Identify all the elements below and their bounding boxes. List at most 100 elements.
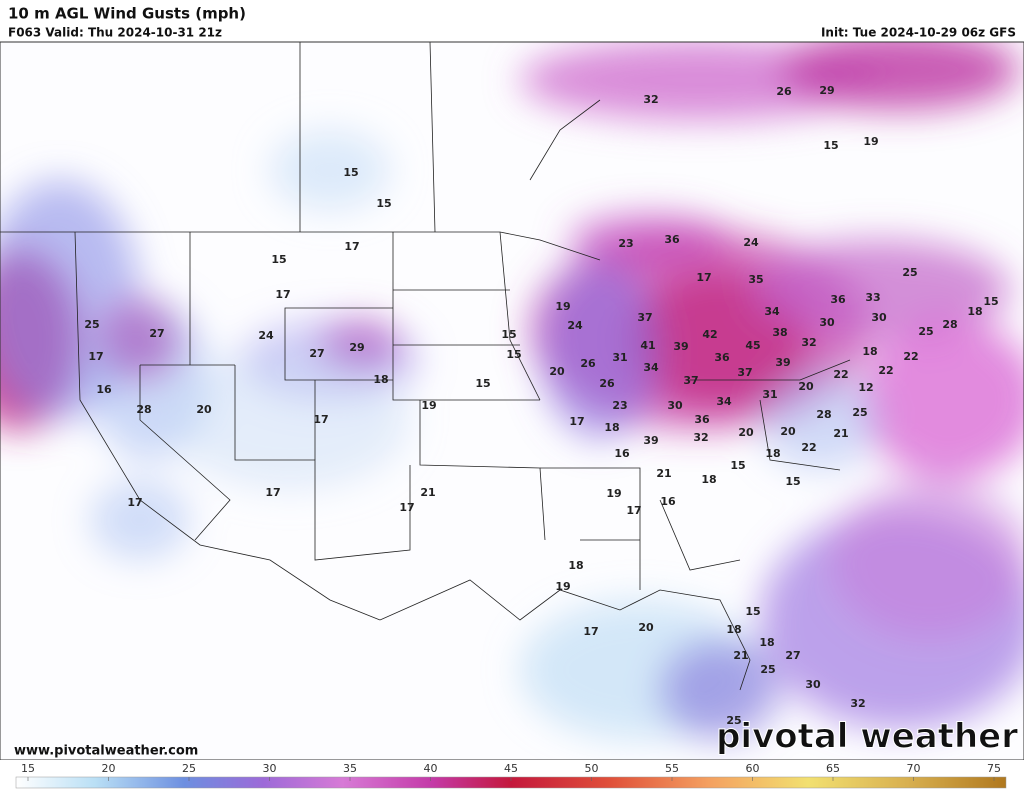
gust-label: 31 xyxy=(612,351,627,364)
gust-label: 19 xyxy=(555,300,570,313)
gust-label: 20 xyxy=(798,380,814,393)
colorbar-tick-label: 35 xyxy=(343,762,357,775)
colorbar-tick-label: 15 xyxy=(21,762,35,775)
gust-area xyxy=(90,480,190,560)
gust-label: 36 xyxy=(694,413,710,426)
gust-label: 36 xyxy=(830,293,846,306)
gust-label: 19 xyxy=(555,580,570,593)
gust-label: 25 xyxy=(902,266,917,279)
gust-label: 25 xyxy=(726,714,741,727)
gust-label: 17 xyxy=(127,496,142,509)
brand-logo: pivotal weather xyxy=(716,717,1018,757)
gust-label: 22 xyxy=(878,364,893,377)
gust-label: 24 xyxy=(258,329,274,342)
gust-label: 25 xyxy=(852,406,867,419)
gust-label: 27 xyxy=(785,649,800,662)
gust-label: 20 xyxy=(549,365,565,378)
colorbar-tick-label: 40 xyxy=(424,762,438,775)
gust-label: 32 xyxy=(643,93,658,106)
gust-label: 23 xyxy=(612,399,627,412)
gust-label: 39 xyxy=(643,434,658,447)
gust-area xyxy=(780,42,1020,110)
gust-label: 29 xyxy=(819,84,834,97)
gust-label: 15 xyxy=(730,459,745,472)
gust-label: 15 xyxy=(745,605,760,618)
gust-area xyxy=(750,240,1010,340)
gust-label: 38 xyxy=(772,326,787,339)
gust-labels: 15 15 32 26 29 15 19 17 15 17 23 36 24 25 35 17 36 33 18 15… xyxy=(84,84,998,727)
valid-time: F063 Valid: Thu 2024-10-31 21z xyxy=(8,26,222,40)
gust-label: 18 xyxy=(726,623,741,636)
gust-label: 15 xyxy=(823,139,838,152)
colorbar-tick-label: 65 xyxy=(826,762,840,775)
gust-label: 29 xyxy=(349,341,364,354)
gust-label: 37 xyxy=(637,311,652,324)
colorbar-tick-label: 70 xyxy=(907,762,921,775)
gust-label: 15 xyxy=(785,475,800,488)
gust-label: 18 xyxy=(604,421,619,434)
gust-label: 17 xyxy=(399,501,414,514)
gust-label: 35 xyxy=(748,273,763,286)
gust-label: 19 xyxy=(606,487,621,500)
gust-label: 20 xyxy=(738,426,754,439)
gust-label: 17 xyxy=(313,413,328,426)
gust-label: 15 xyxy=(501,328,516,341)
gust-label: 21 xyxy=(833,427,848,440)
gust-label: 33 xyxy=(865,291,880,304)
gust-label: 18 xyxy=(765,447,780,460)
gust-label: 39 xyxy=(775,356,790,369)
colorbar-tick-label: 45 xyxy=(504,762,518,775)
gust-area xyxy=(660,640,780,740)
gust-label: 28 xyxy=(816,408,831,421)
gust-label: 39 xyxy=(673,340,688,353)
gust-label: 16 xyxy=(660,495,676,508)
gust-label: 34 xyxy=(643,361,659,374)
colorbar: 15 20 25 30 35 40 45 50 55 60 65 70 75 xyxy=(15,762,1007,789)
gust-label: 26 xyxy=(776,85,792,98)
gust-label: 15 xyxy=(271,253,286,266)
gust-label: 16 xyxy=(96,383,112,396)
gust-label: 36 xyxy=(664,233,680,246)
gust-label: 18 xyxy=(373,373,388,386)
site-url: www.pivotalweather.com xyxy=(14,744,198,759)
gust-label: 18 xyxy=(759,636,774,649)
gust-label: 21 xyxy=(733,649,748,662)
map-title: 10 m AGL Wind Gusts (mph) xyxy=(8,5,246,23)
gust-label: 26 xyxy=(580,357,596,370)
gust-label: 19 xyxy=(421,399,436,412)
gust-label: 17 xyxy=(626,504,641,517)
gust-area xyxy=(170,350,410,490)
gust-label: 17 xyxy=(696,271,711,284)
gust-label: 17 xyxy=(569,415,584,428)
gust-label: 19 xyxy=(863,135,878,148)
colorbar-tick-label: 20 xyxy=(102,762,116,775)
gust-label: 27 xyxy=(309,347,324,360)
gust-label: 15 xyxy=(506,348,521,361)
colorbar-tick-label: 55 xyxy=(665,762,679,775)
colorbar-tick-label: 30 xyxy=(263,762,277,775)
boundaries xyxy=(0,42,851,691)
gust-label: 21 xyxy=(420,486,435,499)
gust-label: 15 xyxy=(475,377,490,390)
gust-area xyxy=(830,480,1024,640)
gust-label: 30 xyxy=(667,399,683,412)
gust-label: 18 xyxy=(701,473,716,486)
gust-label: 15 xyxy=(983,295,998,308)
gust-label: 31 xyxy=(762,388,777,401)
gust-label: 15 xyxy=(376,197,391,210)
gust-label: 30 xyxy=(871,311,887,324)
gust-area xyxy=(760,370,880,470)
colorbar-tick-label: 25 xyxy=(182,762,196,775)
gust-label: 45 xyxy=(745,339,760,352)
gust-label: 37 xyxy=(683,374,698,387)
gust-label: 17 xyxy=(275,288,290,301)
gust-area xyxy=(270,130,390,210)
gust-area xyxy=(540,260,660,440)
gust-label: 15 xyxy=(343,166,358,179)
gust-label: 22 xyxy=(903,350,918,363)
gust-label: 41 xyxy=(640,339,655,352)
gust-label: 32 xyxy=(850,697,865,710)
gust-label: 28 xyxy=(942,318,957,331)
gust-label: 18 xyxy=(568,559,583,572)
